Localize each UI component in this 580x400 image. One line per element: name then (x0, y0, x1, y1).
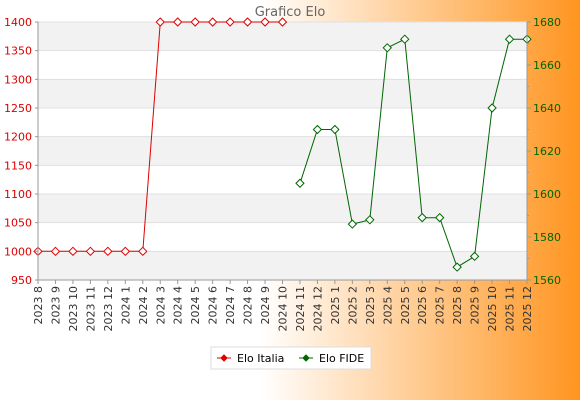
x-tick-label: 2024 1 (119, 286, 132, 325)
x-tick-label: 2025 7 (434, 286, 447, 325)
data-point (190, 17, 200, 27)
x-tick-label: 2025 3 (364, 286, 377, 325)
data-point (365, 215, 375, 225)
chart-title: Grafico Elo (255, 5, 326, 20)
data-point (487, 103, 497, 113)
data-point (260, 17, 270, 27)
x-tick-label: 2024 3 (154, 286, 167, 325)
data-point (504, 34, 515, 44)
data-point (277, 17, 288, 27)
left-tick-label: 1350 (4, 45, 32, 58)
data-point (138, 246, 148, 257)
data-point (50, 246, 61, 257)
x-tick-label: 2025 2 (346, 286, 359, 325)
grid-band (38, 251, 527, 280)
data-point (225, 17, 235, 27)
data-point (242, 17, 253, 27)
right-tick-label: 1680 (533, 16, 561, 29)
x-tick-label: 2023 12 (102, 286, 115, 332)
left-tick-label: 1050 (4, 217, 32, 230)
data-point (173, 17, 183, 27)
grid-band (38, 136, 527, 166)
x-tick-label: 2023 10 (67, 286, 80, 332)
x-tick-label: 2024 12 (311, 286, 324, 332)
x-tick-label: 2025 11 (504, 286, 517, 332)
x-tick-label: 2023 9 (49, 286, 62, 325)
x-tick-label: 2025 5 (399, 286, 412, 325)
x-tick-label: 2024 5 (189, 286, 202, 325)
series-line-elo-fide (299, 38, 527, 268)
right-tick-label: 1660 (533, 59, 561, 72)
x-tick-label: 2025 10 (486, 286, 499, 332)
legend-label: Elo Italia (237, 352, 284, 365)
data-point (452, 262, 462, 272)
data-point (85, 246, 96, 257)
legend-box (210, 346, 372, 370)
x-tick-label: 2025 4 (381, 286, 394, 325)
data-point (469, 251, 480, 262)
left-tick-label: 1300 (4, 73, 32, 86)
x-tick-label: 2025 8 (451, 286, 464, 325)
data-point (347, 219, 358, 229)
data-point (330, 124, 340, 135)
data-point (312, 124, 323, 135)
left-tick-label: 1250 (4, 102, 32, 115)
right-tick-label: 1620 (533, 145, 561, 158)
left-tick-label: 1100 (4, 188, 32, 201)
x-tick-label: 2024 9 (259, 286, 272, 325)
x-tick-label: 2024 11 (294, 286, 307, 332)
x-tick-label: 2024 4 (172, 286, 185, 325)
data-point (207, 17, 218, 27)
x-tick-label: 2024 8 (242, 286, 255, 325)
data-point (68, 246, 78, 257)
x-tick-label: 2025 9 (469, 286, 482, 325)
legend-label: Elo FIDE (319, 352, 364, 365)
x-tick-label: 2023 11 (84, 286, 97, 332)
x-tick-label: 2025 6 (416, 286, 429, 325)
x-tick-label: 2025 12 (521, 286, 534, 332)
right-tick-label: 1580 (533, 231, 561, 244)
data-point (103, 246, 113, 257)
data-point (155, 17, 165, 27)
grid-band (38, 22, 527, 51)
x-tick-label: 2025 1 (329, 286, 342, 325)
left-tick-label: 1200 (4, 131, 32, 144)
left-tick-label: 1400 (4, 16, 32, 29)
grid-band (38, 194, 527, 223)
data-point (295, 178, 305, 188)
x-tick-label: 2024 6 (207, 286, 220, 325)
left-tick-label: 950 (11, 274, 32, 287)
x-tick-label: 2024 7 (224, 286, 237, 325)
x-tick-label: 2024 10 (277, 286, 290, 332)
data-point (400, 34, 410, 44)
legend: Elo Italia Elo FIDE (210, 346, 372, 370)
x-tick-label: 2024 2 (137, 286, 150, 325)
left-tick-label: 1150 (4, 159, 32, 172)
legend-swatch-marker (302, 354, 310, 362)
data-point (120, 246, 131, 257)
left-tick-label: 1000 (4, 245, 32, 258)
legend-swatch-marker (220, 354, 228, 362)
data-point (434, 212, 445, 223)
grid-band (38, 79, 527, 108)
data-point (417, 212, 427, 223)
right-tick-label: 1600 (533, 188, 561, 201)
x-tick-label: 2023 8 (32, 286, 45, 325)
data-point (382, 43, 392, 53)
right-tick-label: 1640 (533, 102, 561, 115)
right-tick-label: 1560 (533, 274, 561, 287)
